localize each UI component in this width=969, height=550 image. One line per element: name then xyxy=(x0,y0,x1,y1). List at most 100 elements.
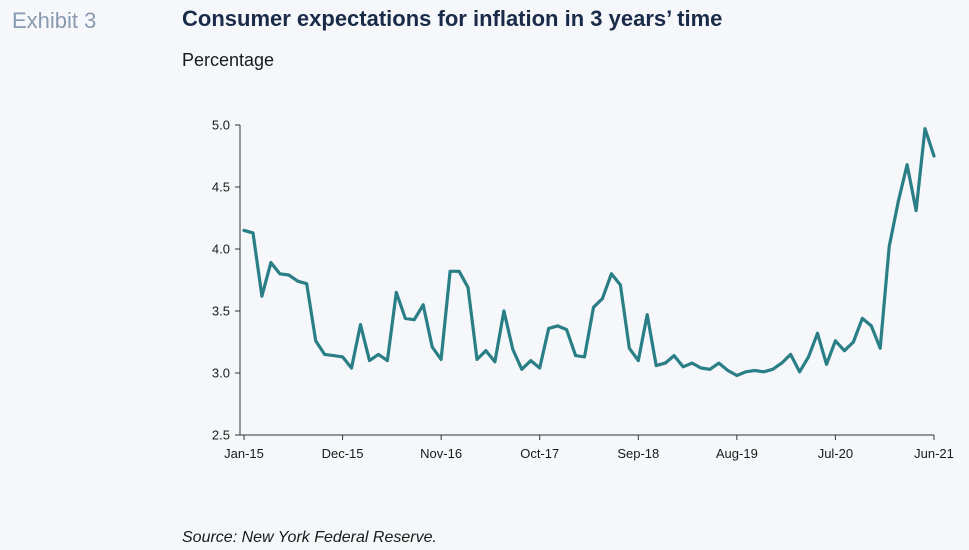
data-point xyxy=(502,309,506,313)
y-tick-label: 3.0 xyxy=(212,366,230,381)
data-point xyxy=(439,358,443,361)
data-point xyxy=(466,286,470,289)
x-tick-label: Sep-18 xyxy=(617,446,659,461)
data-point xyxy=(672,354,676,357)
data-point xyxy=(592,305,595,309)
source-note: Source: New York Federal Reserve. xyxy=(182,529,437,546)
data-point xyxy=(843,349,846,353)
y-axis-ticks: 5.0 4.5 4.0 3.5 3.0 2.5 xyxy=(212,118,240,443)
data-point xyxy=(753,369,757,372)
data-point xyxy=(878,346,882,350)
y-tick-label: 3.5 xyxy=(212,304,230,319)
data-point xyxy=(350,366,353,370)
data-point xyxy=(869,324,873,328)
data-point xyxy=(654,364,658,367)
data-point xyxy=(923,127,927,131)
data-point xyxy=(260,294,264,298)
data-point xyxy=(457,269,461,273)
data-point xyxy=(368,359,371,362)
data-point xyxy=(314,339,318,343)
data-point xyxy=(332,354,335,357)
data-point xyxy=(807,355,810,359)
data-point xyxy=(583,355,586,359)
data-point xyxy=(511,348,515,351)
data-point xyxy=(296,279,300,283)
data-point xyxy=(744,370,748,374)
data-point xyxy=(421,303,425,307)
data-point xyxy=(699,366,703,370)
data-point xyxy=(520,367,524,371)
x-tick-label: Aug-19 xyxy=(716,446,758,461)
x-tick-label: Oct-17 xyxy=(520,446,559,461)
x-tick-label: Jul-20 xyxy=(818,446,853,461)
data-point xyxy=(412,318,416,322)
data-point xyxy=(690,361,694,365)
data-point xyxy=(269,261,273,264)
data-point xyxy=(717,361,721,365)
data-point xyxy=(816,331,819,335)
data-point xyxy=(663,361,667,365)
data-point xyxy=(377,353,380,356)
data-point xyxy=(627,346,631,350)
data-point xyxy=(905,163,909,167)
data-point xyxy=(287,273,291,277)
series-line xyxy=(242,127,936,378)
series-group xyxy=(242,127,936,378)
data-point xyxy=(825,362,828,366)
chart-subtitle: Percentage xyxy=(182,50,275,70)
data-point xyxy=(789,353,792,356)
x-tick-label: Nov-16 xyxy=(420,446,462,461)
data-point xyxy=(403,317,407,320)
data-point xyxy=(359,323,362,326)
exhibit-label: Exhibit 3 xyxy=(12,8,97,33)
data-point xyxy=(780,361,784,365)
y-tick-label: 4.5 xyxy=(212,180,230,195)
y-tick-label: 5.0 xyxy=(212,118,230,133)
data-point xyxy=(852,340,855,344)
data-point xyxy=(914,209,918,213)
data-point xyxy=(547,327,551,330)
data-point xyxy=(574,354,577,357)
data-point xyxy=(538,366,542,370)
data-point xyxy=(726,369,730,372)
data-point xyxy=(556,324,559,328)
x-tick-label: Jan-15 xyxy=(224,446,264,461)
x-tick-label: Dec-15 xyxy=(322,446,364,461)
data-point xyxy=(601,297,604,300)
data-point xyxy=(708,367,712,371)
x-axis-ticks: Jan-15 Dec-15 Nov-16 Oct-17 Sep-18 Aug-19 Jul-… xyxy=(224,435,954,461)
data-point xyxy=(484,349,488,353)
data-point xyxy=(529,359,533,362)
data-point xyxy=(242,229,246,232)
data-point xyxy=(762,370,766,374)
data-point xyxy=(636,359,640,362)
y-tick-label: 4.0 xyxy=(212,242,230,257)
chart-title: Consumer expectations for inflation in 3… xyxy=(182,6,723,31)
data-point xyxy=(565,328,568,331)
data-point xyxy=(430,345,434,349)
data-point xyxy=(278,272,282,276)
data-point xyxy=(834,339,837,343)
data-point xyxy=(798,370,801,374)
data-point xyxy=(323,353,326,356)
data-point xyxy=(896,200,900,204)
data-point xyxy=(771,367,775,371)
data-point xyxy=(610,272,613,276)
data-point xyxy=(493,360,497,364)
data-point xyxy=(735,374,739,377)
data-point xyxy=(305,282,309,286)
data-point xyxy=(341,355,344,359)
data-point xyxy=(645,313,649,317)
y-tick-label: 2.5 xyxy=(212,428,230,443)
x-tick-label: Jun-21 xyxy=(914,446,954,461)
data-point xyxy=(887,245,891,248)
data-point xyxy=(386,359,389,362)
data-point xyxy=(860,317,864,320)
data-point xyxy=(475,358,479,361)
data-point xyxy=(448,269,452,273)
data-point xyxy=(619,283,622,287)
data-point xyxy=(681,365,685,369)
data-point xyxy=(394,291,398,294)
data-point xyxy=(932,154,936,158)
